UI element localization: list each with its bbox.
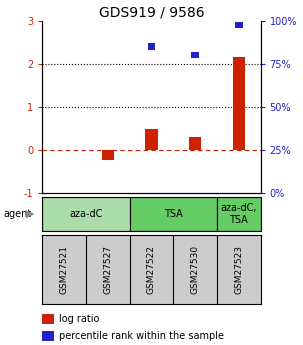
Text: TSA: TSA [164, 209, 183, 219]
Text: GSM27521: GSM27521 [60, 245, 69, 294]
Text: GSM27527: GSM27527 [103, 245, 112, 294]
Bar [145, 128, 158, 150]
Bar [42, 197, 130, 231]
Bar [86, 235, 130, 304]
Text: aza-dC: aza-dC [69, 209, 103, 219]
Bar [189, 137, 201, 150]
Text: log ratio: log ratio [59, 314, 99, 324]
Bar [130, 197, 217, 231]
Bar [233, 57, 245, 150]
Bar [102, 150, 114, 159]
Bar [42, 235, 86, 304]
Bar [148, 43, 155, 50]
Text: GSM27523: GSM27523 [234, 245, 243, 294]
Text: ▶: ▶ [26, 209, 34, 219]
Bar [191, 52, 199, 58]
Text: GSM27522: GSM27522 [147, 245, 156, 294]
Title: GDS919 / 9586: GDS919 / 9586 [99, 6, 204, 20]
Bar [130, 235, 173, 304]
Bar [235, 22, 243, 28]
Text: aza-dC,
TSA: aza-dC, TSA [221, 203, 257, 225]
Text: percentile rank within the sample: percentile rank within the sample [59, 331, 224, 341]
Text: GSM27530: GSM27530 [191, 245, 200, 294]
Bar [173, 235, 217, 304]
Text: agent: agent [3, 209, 31, 219]
Bar [217, 235, 261, 304]
Bar [217, 197, 261, 231]
